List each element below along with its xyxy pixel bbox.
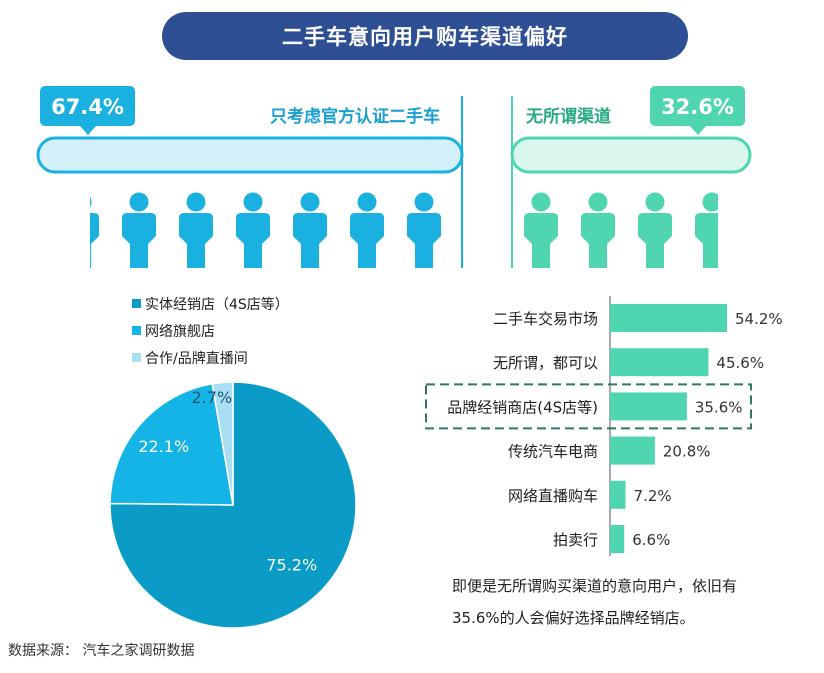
left-percent-badge-box <box>40 86 135 126</box>
pie-slice-label: 2.7% <box>192 388 233 407</box>
right-group-label: 无所谓渠道 <box>525 106 611 127</box>
person-icon <box>236 192 270 268</box>
person-head <box>702 192 718 212</box>
person-body <box>638 213 672 268</box>
right-share-bar <box>510 136 752 174</box>
bar-value-label: 54.2% <box>735 310 783 328</box>
pie-slice <box>211 381 234 506</box>
bar <box>610 480 626 509</box>
person-head <box>186 192 206 212</box>
bar-category-label: 二手车交易市场 <box>493 310 598 328</box>
person-body <box>236 213 270 268</box>
person-icon <box>581 192 615 268</box>
bar-value-label: 6.6% <box>632 531 670 549</box>
pie-slice <box>109 382 234 506</box>
bar-value-label: 7.2% <box>634 487 672 505</box>
bar <box>610 348 709 377</box>
person-head <box>414 192 434 212</box>
legend-item: 合作/品牌直播间 <box>132 344 289 371</box>
annotation-note: 即便是无所谓购买渠道的意向用户，依旧有35.6%的人会偏好选择品牌经销店。 <box>452 577 738 627</box>
person-body <box>179 213 213 268</box>
legend-swatch <box>132 353 141 362</box>
person-body <box>581 213 615 268</box>
bar-category-label: 拍卖行 <box>553 531 598 549</box>
person-head <box>300 192 320 212</box>
person-head <box>129 192 149 212</box>
bar-category-label: 无所谓，都可以 <box>493 354 598 372</box>
person-icon <box>90 196 99 268</box>
person-head <box>645 192 665 212</box>
person-body <box>524 213 558 268</box>
person-icon <box>122 192 156 268</box>
left-percent-badge-value: 67.4% <box>51 95 124 119</box>
left-share-bar <box>36 136 464 174</box>
person-icon <box>350 192 384 268</box>
bar <box>610 304 727 332</box>
bar <box>610 436 655 465</box>
left-percent-badge-pointer <box>80 126 96 135</box>
bar-category-label: 网络直播购车 <box>508 487 598 505</box>
bar <box>610 525 625 553</box>
bar-value-label: 20.8% <box>663 443 711 461</box>
legend-item: 实体经销店（4S店等） <box>132 290 289 317</box>
person-body <box>90 213 99 268</box>
right-percent-badge-pointer <box>690 126 706 135</box>
person-body <box>407 213 441 268</box>
right-percent-badge-box <box>650 86 745 126</box>
person-icon <box>407 192 441 268</box>
bar <box>610 392 687 421</box>
person-body <box>695 213 718 268</box>
legend-swatch <box>132 299 141 308</box>
pie-slice-label: 75.2% <box>266 556 317 575</box>
person-icon <box>524 192 558 268</box>
right-percent-badge: 32.6% <box>650 86 745 135</box>
chart-title: 二手车意向用户购车渠道偏好 <box>162 12 688 60</box>
left-percent-badge: 67.4% <box>40 86 135 135</box>
highlight-dashed-box <box>425 383 752 430</box>
person-body <box>122 213 156 268</box>
person-head <box>588 192 608 212</box>
person-head <box>531 192 551 212</box>
left-group-label: 只考虑官方认证二手车 <box>270 106 440 127</box>
person-icon <box>638 192 672 268</box>
person-head <box>243 192 263 212</box>
legend-label: 实体经销店（4S店等） <box>145 296 289 313</box>
pie-legend: 实体经销店（4S店等） 网络旗舰店 合作/品牌直播间 <box>132 290 289 371</box>
person-icon <box>695 192 718 268</box>
person-body <box>350 213 384 268</box>
legend-swatch <box>132 326 141 335</box>
legend-label: 网络旗舰店 <box>145 323 215 340</box>
person-icon <box>293 192 327 268</box>
pie-slice-label: 22.1% <box>138 437 189 456</box>
legend-label: 合作/品牌直播间 <box>145 350 248 367</box>
data-source: 数据来源： 汽车之家调研数据 <box>8 643 195 659</box>
person-head <box>357 192 377 212</box>
bar-value-label: 35.6% <box>695 398 743 416</box>
bar-category-label: 传统汽车电商 <box>508 443 598 461</box>
bar-category-label: 品牌经销商店(4S店等) <box>447 398 598 416</box>
person-head <box>90 196 92 208</box>
person-body <box>293 213 327 268</box>
legend-item: 网络旗舰店 <box>132 317 289 344</box>
person-icon <box>179 192 213 268</box>
bar-value-label: 45.6% <box>716 354 764 372</box>
right-percent-badge-value: 32.6% <box>661 95 734 119</box>
